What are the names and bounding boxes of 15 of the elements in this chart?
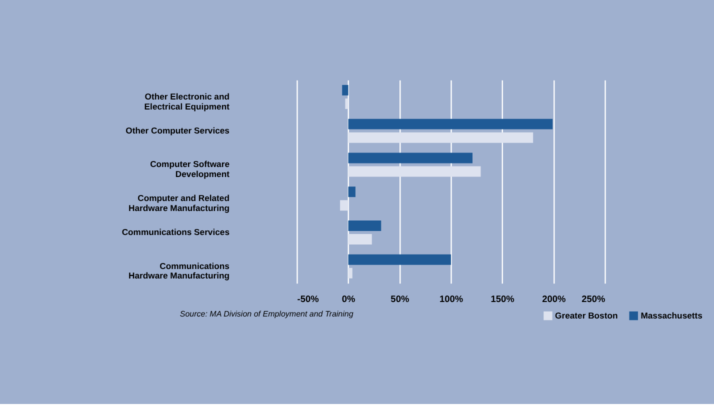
legend-label: Massachusetts: [640, 310, 703, 320]
x-tick-label: 50%: [390, 294, 410, 304]
x-tick-label: 250%: [582, 294, 606, 304]
y-tick-label: Other Computer Services: [126, 125, 230, 136]
y-tick-label: Computer Software Development: [150, 159, 230, 180]
x-tick-label: 0%: [342, 294, 356, 304]
y-tick-label: Computer and Related Hardware Manufacturing: [128, 193, 230, 213]
x-tick-label: -50%: [297, 294, 319, 304]
y-tick-label: Communications Services: [122, 226, 230, 237]
y-tick-label: Other Electronic and Electrical Equipment: [144, 91, 230, 112]
legend-label: Greater Boston: [555, 310, 618, 320]
x-tick-label: 150%: [490, 294, 514, 304]
y-tick-label: Communications Hardware Manufacturing: [128, 260, 230, 281]
x-tick-label: 100%: [439, 294, 464, 304]
x-tick-label: 200%: [542, 294, 566, 304]
